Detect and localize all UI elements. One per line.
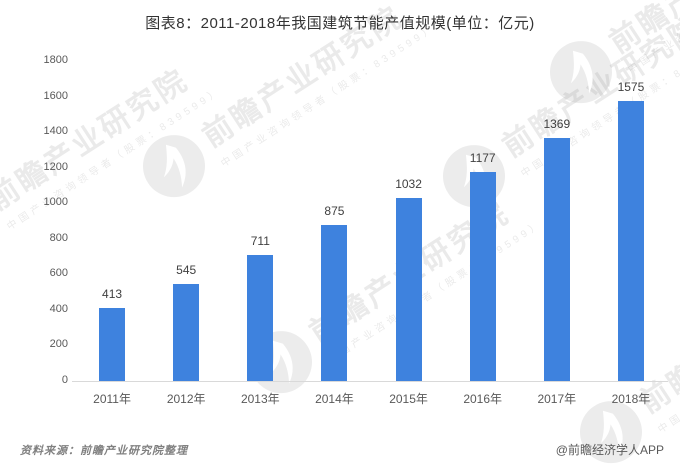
bar <box>543 138 570 381</box>
bar-slot: 545 <box>149 61 223 381</box>
y-tick-label: 600 <box>49 267 68 280</box>
y-tick-label: 1600 <box>43 89 68 102</box>
x-tick-label: 2013年 <box>240 392 280 406</box>
bar-value-label: 1177 <box>469 151 496 165</box>
chart-title: 图表8：2011-2018年我国建筑节能产值规模(单位：亿元) <box>145 15 535 32</box>
bar-slot: 711 <box>223 61 297 381</box>
bar <box>99 308 126 381</box>
source-note: 资料来源：前瞻产业研究院整理 <box>20 445 188 457</box>
y-tick-label: 400 <box>49 302 68 315</box>
bar-value-label: 711 <box>250 234 270 248</box>
bar <box>173 284 200 381</box>
y-tick-label: 200 <box>49 338 68 351</box>
x-tick-label: 2011年 <box>93 392 131 406</box>
y-tick-label: 1000 <box>43 196 68 209</box>
bar-slot: 1032 <box>372 61 446 381</box>
y-tick-label: 1400 <box>43 125 68 138</box>
x-tick-label: 2016年 <box>463 392 503 406</box>
bar <box>617 101 644 381</box>
y-tick-label: 800 <box>49 231 68 244</box>
qianzhan-logo-icon <box>0 186 3 272</box>
x-axis: 2011年 2012年 2013年 2014年 2015年 2016年 2017年 2018年 <box>75 390 668 407</box>
y-tick-label: 1200 <box>43 160 68 173</box>
bar <box>247 255 274 381</box>
bar-value-label: 1575 <box>617 80 645 94</box>
bar-slot: 1575 <box>594 61 668 381</box>
plot-area: 413 545 711 875 1032 1177 1369 1575 <box>75 61 668 381</box>
bar-value-label: 413 <box>102 287 123 301</box>
bar-value-label: 1032 <box>395 177 422 191</box>
y-tick-label: 0 <box>61 374 68 386</box>
bar-value-label: 545 <box>176 263 197 277</box>
bar-slot: 413 <box>75 61 149 381</box>
x-tick-label: 2014年 <box>315 392 354 406</box>
x-axis-line <box>72 381 668 382</box>
bar <box>395 198 422 381</box>
bar-slot: 1177 <box>446 61 520 381</box>
bar-slot: 1369 <box>520 61 594 381</box>
x-tick-label: 2012年 <box>166 392 206 406</box>
bar-value-label: 875 <box>324 204 345 218</box>
y-tick-label: 1800 <box>43 54 68 66</box>
bar <box>469 172 496 381</box>
bar-slot: 875 <box>297 61 371 381</box>
bar-value-label: 1369 <box>543 117 571 131</box>
x-tick-label: 2015年 <box>389 392 428 406</box>
credit-note: @前瞻经济学人APP <box>555 443 664 457</box>
x-tick-label: 2018年 <box>611 392 651 406</box>
bar <box>321 225 348 381</box>
x-tick-label: 2017年 <box>537 392 577 406</box>
